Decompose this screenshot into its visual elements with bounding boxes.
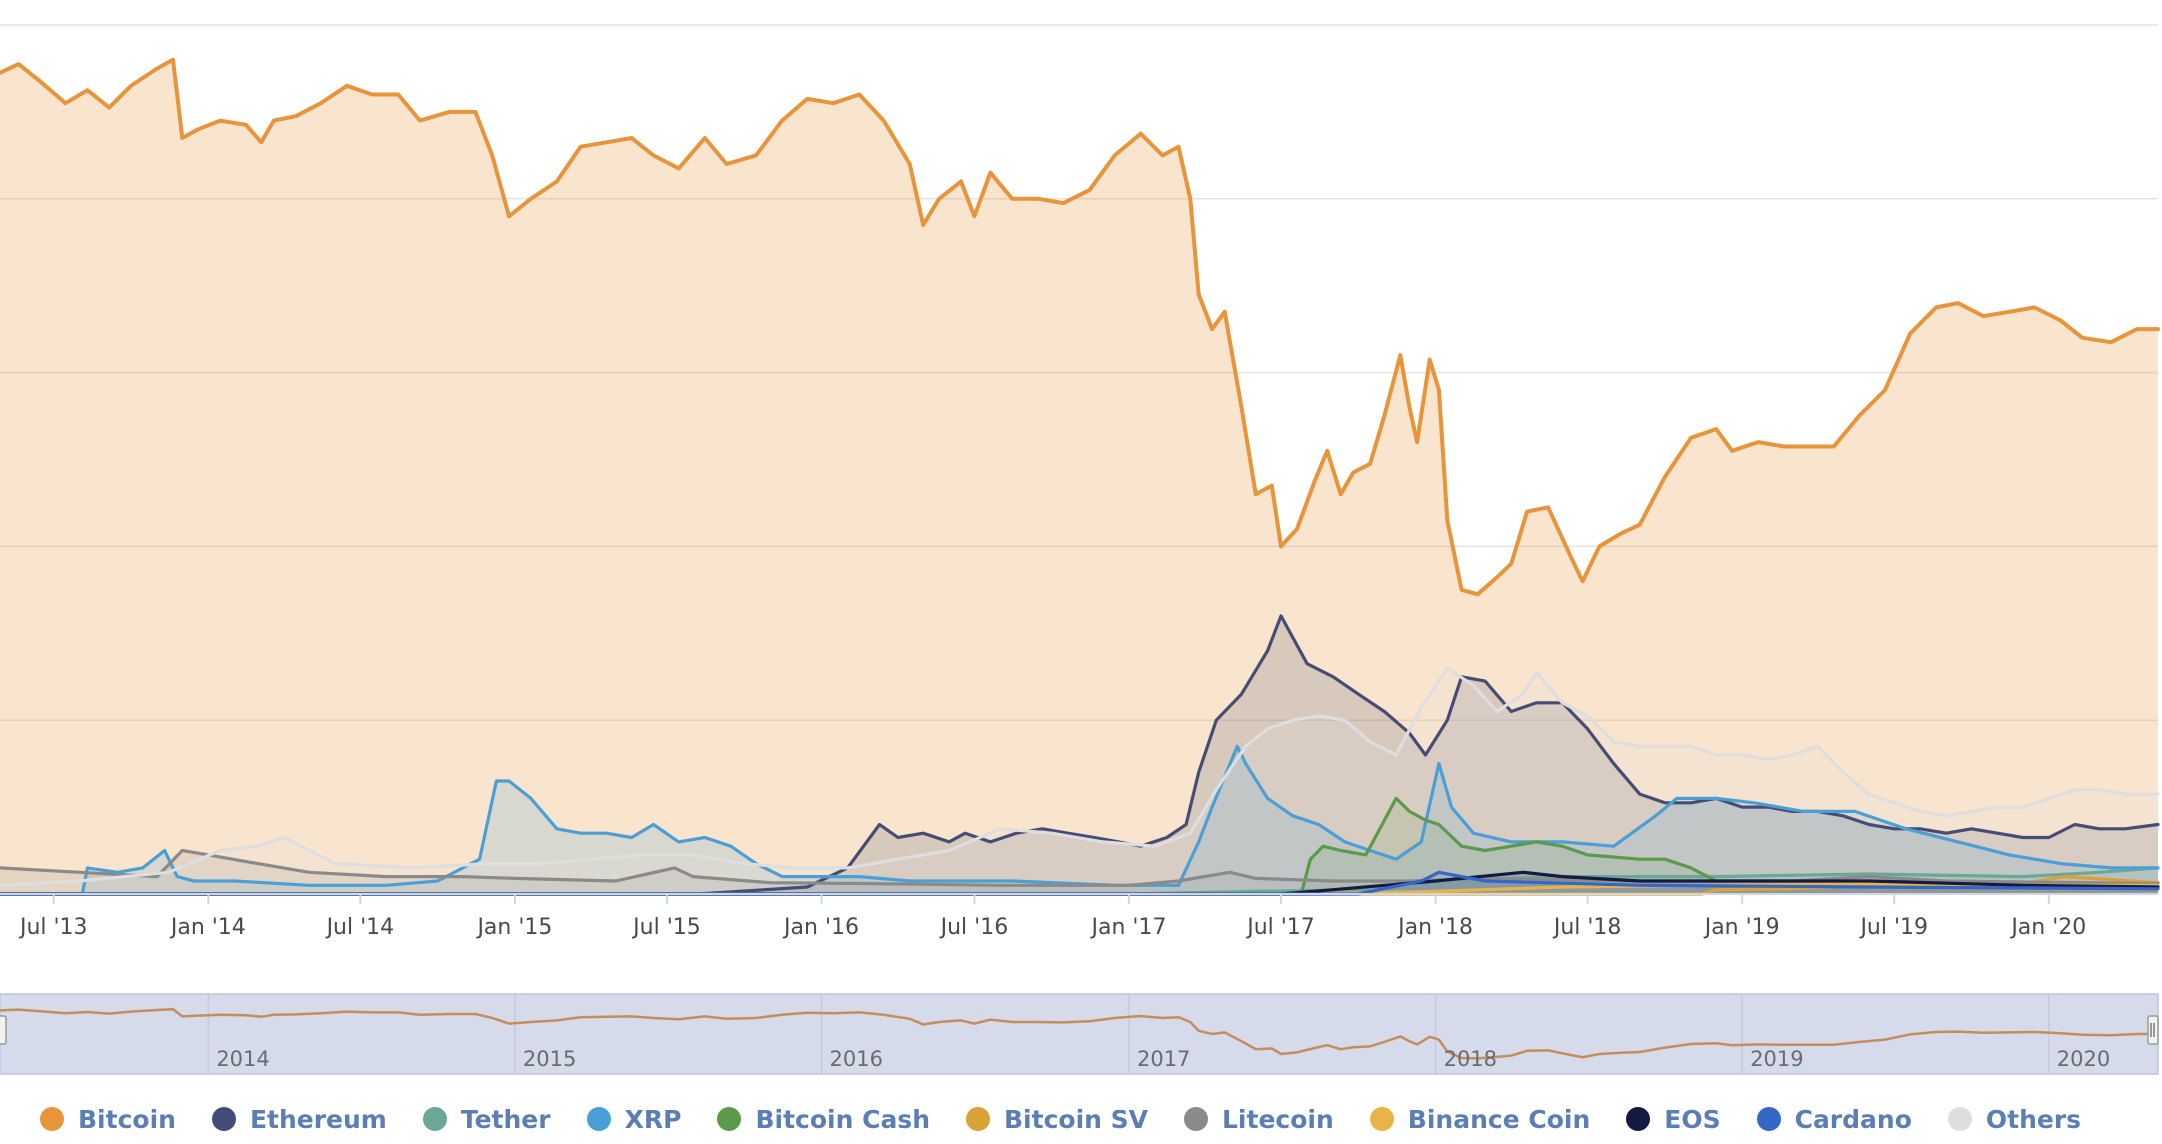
navigator-tick-label: 2019 [1750, 1047, 1803, 1071]
navigator-tick-label: 2018 [1444, 1047, 1497, 1071]
legend-marker [422, 1107, 447, 1131]
x-tick-label: Jan '14 [169, 915, 246, 940]
x-tick-label: Jul '17 [1245, 915, 1315, 940]
x-tick-label: Jul '15 [631, 915, 701, 940]
legend-item-xrp[interactable]: XRP [586, 1104, 682, 1134]
legend-marker [1947, 1107, 1972, 1131]
series-area-bitcoin-sv [0, 876, 2158, 894]
series-area-others [0, 668, 2158, 894]
legend-label: Cardano [1794, 1104, 1912, 1134]
legend-item-binance-coin[interactable]: Binance Coin [1369, 1104, 1591, 1134]
series-line-others[interactable] [0, 666, 2160, 887]
series-areas [0, 59, 2158, 895]
legend-item-cardano[interactable]: Cardano [1756, 1104, 1912, 1134]
legend-marker [966, 1107, 990, 1131]
x-tick-label: Jan '19 [1703, 915, 1780, 940]
legend-label: Bitcoin [78, 1104, 176, 1134]
series-line-eos[interactable] [0, 870, 2160, 896]
navigator-tick-label: 2015 [523, 1047, 576, 1071]
legend-label: Binance Coin [1407, 1104, 1591, 1134]
x-tick-label: Jan '17 [1090, 915, 1167, 940]
legend-marker [717, 1107, 742, 1131]
x-tick-label: Jul '19 [1858, 915, 1928, 940]
navigator-tick-label: 2016 [830, 1047, 883, 1071]
legend-item-eos[interactable]: EOS [1626, 1104, 1721, 1134]
x-tick-label: Jul '16 [939, 915, 1009, 940]
legend-marker [1184, 1107, 1208, 1131]
legend-item-others[interactable]: Others [1947, 1104, 2082, 1134]
navigator[interactable]: 2014 2015 2016 2017 2018 2019 2020 [0, 993, 2159, 1075]
legend-label: Bitcoin SV [1004, 1104, 1148, 1134]
navigator-tick-label: 2020 [2057, 1047, 2110, 1071]
navigator-left-handle[interactable] [0, 1015, 7, 1045]
legend-marker [1369, 1107, 1394, 1131]
legend-label: Ethereum [249, 1104, 387, 1134]
series-line-bitcoin[interactable] [0, 57, 2160, 597]
series-line-bitcoin-cash[interactable] [0, 796, 2160, 896]
legend-label: Litecoin [1222, 1104, 1334, 1134]
legend-item-litecoin[interactable]: Litecoin [1184, 1105, 1334, 1134]
legend-marker [1756, 1107, 1781, 1131]
series-area-ethereum [0, 615, 2158, 894]
x-tick-label: Jan '18 [1396, 915, 1473, 940]
navigator-right-handle[interactable] [2147, 1015, 2159, 1045]
x-tick-label: Jul '13 [18, 915, 88, 940]
legend-item-tether[interactable]: Tether [422, 1104, 551, 1134]
series-line-cardano[interactable] [0, 870, 2160, 896]
legend-label: Tether [460, 1104, 551, 1134]
legend-item-bitcoin-sv[interactable]: Bitcoin SV [966, 1105, 1148, 1134]
x-tick-label: Jul '14 [325, 915, 395, 940]
x-tick-label: Jul '18 [1552, 915, 1622, 940]
series-area-eos [0, 872, 2158, 894]
chart-legend: Bitcoin Ethereum Tether XRP Bitcoin Cash Bitc… [40, 1100, 2081, 1138]
series-line-litecoin[interactable] [0, 848, 2160, 887]
legend-label: EOS [1664, 1104, 1721, 1134]
legend-label: XRP [624, 1104, 682, 1134]
legend-marker [586, 1107, 611, 1131]
legend-marker [40, 1107, 64, 1131]
navigator-series-line [0, 1007, 2158, 1060]
series-area-cardano [0, 872, 2158, 894]
series-area-bitcoin-cash [0, 798, 2158, 894]
legend-item-bitcoin-cash[interactable]: Bitcoin Cash [717, 1105, 930, 1134]
legend-marker [1626, 1107, 1651, 1131]
x-tick-label: Jan '16 [782, 915, 859, 940]
navigator-gridlines [207, 994, 2050, 1074]
legend-label: Bitcoin Cash [755, 1104, 930, 1134]
navigator-tick-label: 2014 [216, 1047, 269, 1071]
legend-item-ethereum[interactable]: Ethereum [211, 1104, 387, 1134]
series-area-bitcoin [0, 59, 2158, 895]
navigator-ticks: 2014 2015 2016 2017 2018 2019 2020 [216, 1047, 2110, 1071]
x-tick-label: Jan '20 [2009, 915, 2086, 940]
legend-label: Others [1985, 1104, 2082, 1134]
x-axis-ticks: Jul '13 Jan '14 Jul '14 Jan '15 Jul '15 Jan '… [18, 894, 2086, 940]
legend-marker [211, 1107, 236, 1131]
legend-item-bitcoin[interactable]: Bitcoin [40, 1105, 176, 1134]
navigator-tick-label: 2017 [1137, 1047, 1190, 1071]
x-tick-label: Jan '15 [475, 915, 552, 940]
series-area-binance-coin [0, 883, 2158, 894]
navigator-background[interactable] [0, 993, 2159, 1075]
